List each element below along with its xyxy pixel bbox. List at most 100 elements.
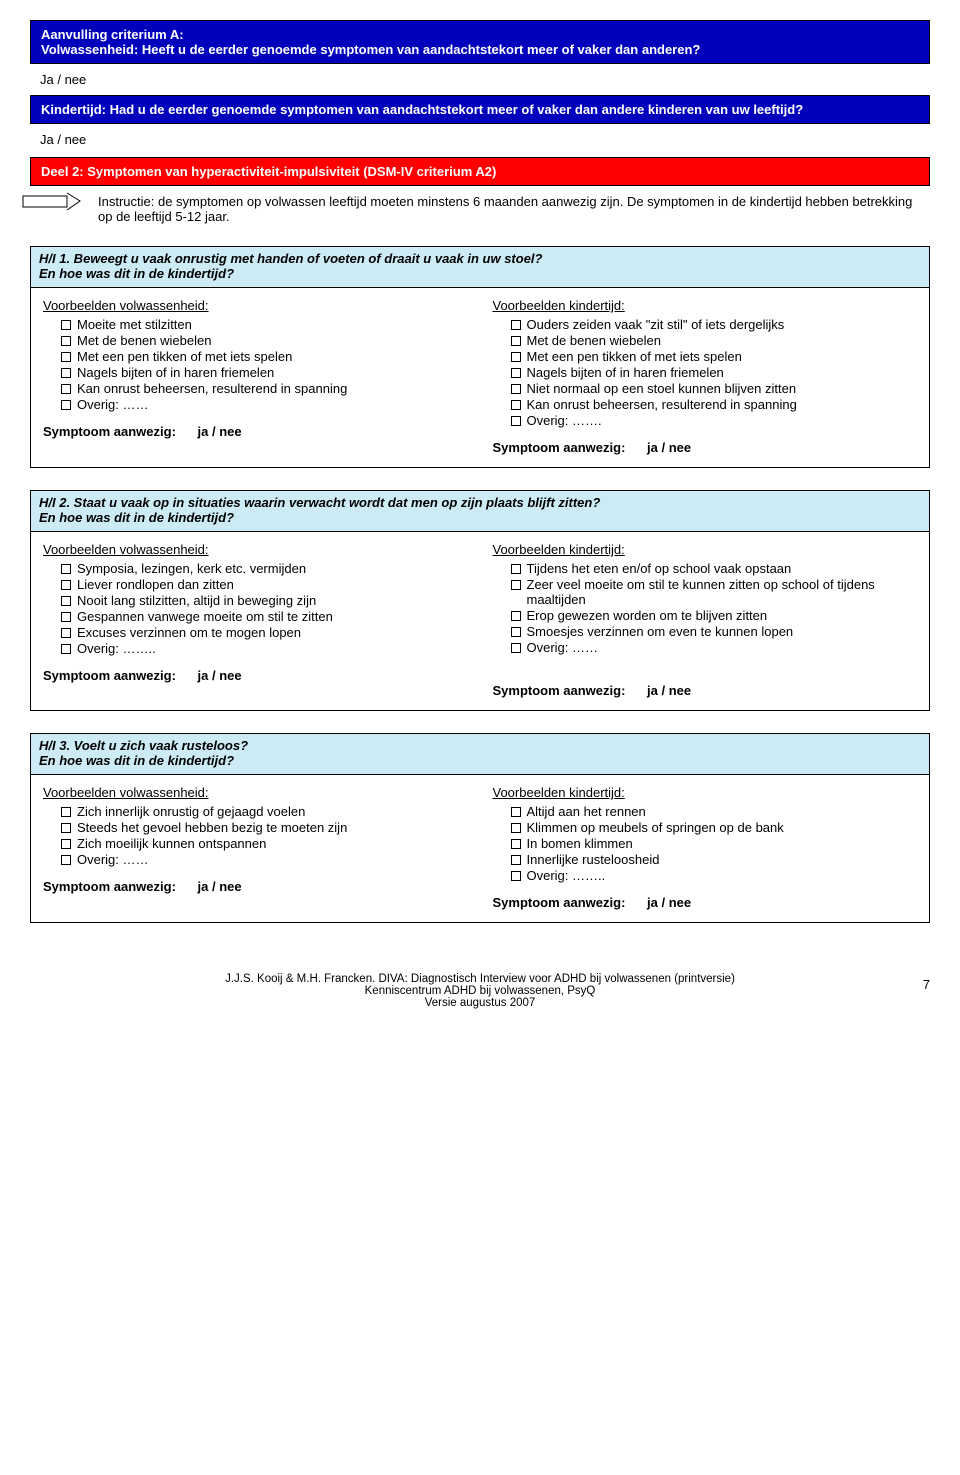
- list-item: Tijdens het eten en/of op school vaak op…: [493, 561, 918, 576]
- list-item-text: In bomen klimmen: [527, 836, 633, 851]
- checkbox-icon[interactable]: [511, 352, 521, 362]
- instruction-block: Instructie: de symptomen op volwassen le…: [30, 186, 930, 238]
- q3-right-title: Voorbeelden kindertijd:: [493, 785, 918, 800]
- checkbox-icon[interactable]: [511, 580, 521, 590]
- question-hi2: H/I 2. Staat u vaak op in situaties waar…: [30, 490, 930, 711]
- list-item-text: Kan onrust beheersen, resulterend in spa…: [527, 397, 797, 412]
- q1-right-symp-label: Symptoom aanwezig:: [493, 440, 626, 455]
- list-item-text: Smoesjes verzinnen om even te kunnen lop…: [527, 624, 794, 639]
- q3-left-col: Voorbeelden volwassenheid: Zich innerlij…: [31, 775, 481, 922]
- checkbox-icon[interactable]: [61, 336, 71, 346]
- list-item: Gespannen vanwege moeite om stil te zitt…: [43, 609, 468, 624]
- list-item-text: Erop gewezen worden om te blijven zitten: [527, 608, 768, 623]
- list-item-text: Overig: ……..: [77, 641, 156, 656]
- checkbox-icon[interactable]: [511, 839, 521, 849]
- question-hi3: H/I 3. Voelt u zich vaak rusteloos? En h…: [30, 733, 930, 923]
- checkbox-icon[interactable]: [61, 596, 71, 606]
- checkbox-icon[interactable]: [511, 336, 521, 346]
- checkbox-icon[interactable]: [61, 352, 71, 362]
- q1-line1: H/I 1. Beweegt u vaak onrustig met hande…: [39, 251, 921, 266]
- list-item: Met een pen tikken of met iets spelen: [43, 349, 468, 364]
- checkbox-icon[interactable]: [61, 400, 71, 410]
- question-hi1: H/I 1. Beweegt u vaak onrustig met hande…: [30, 246, 930, 468]
- checkbox-icon[interactable]: [61, 628, 71, 638]
- checkbox-icon[interactable]: [61, 368, 71, 378]
- list-item: Zich moeilijk kunnen ontspannen: [43, 836, 468, 851]
- list-item-text: Gespannen vanwege moeite om stil te zitt…: [77, 609, 333, 624]
- list-item-text: Kan onrust beheersen, resulterend in spa…: [77, 381, 347, 396]
- checkbox-icon[interactable]: [61, 839, 71, 849]
- footer-line3: Versie augustus 2007: [30, 997, 930, 1009]
- q1-left-symp-label: Symptoom aanwezig:: [43, 424, 176, 439]
- q2-right-list: Tijdens het eten en/of op school vaak op…: [493, 561, 918, 655]
- checkbox-icon[interactable]: [61, 580, 71, 590]
- checkbox-icon[interactable]: [61, 384, 71, 394]
- checkbox-icon[interactable]: [61, 855, 71, 865]
- checkbox-icon[interactable]: [61, 320, 71, 330]
- q1-left-symp-val: ja / nee: [198, 424, 242, 439]
- list-item: Excuses verzinnen om te mogen lopen: [43, 625, 468, 640]
- q2-left-symp-val: ja / nee: [198, 668, 242, 683]
- q2-line1: H/I 2. Staat u vaak op in situaties waar…: [39, 495, 921, 510]
- list-item-text: Altijd aan het rennen: [527, 804, 646, 819]
- kindertijd-box: Kindertijd: Had u de eerder genoemde sym…: [30, 95, 930, 124]
- q1-right-symp-val: ja / nee: [647, 440, 691, 455]
- q3-left-title: Voorbeelden volwassenheid:: [43, 785, 468, 800]
- footer-line1: J.J.S. Kooij & M.H. Francken. DIVA: Diag…: [30, 973, 930, 985]
- list-item-text: Tijdens het eten en/of op school vaak op…: [527, 561, 792, 576]
- checkbox-icon[interactable]: [511, 627, 521, 637]
- q3-left-symp-label: Symptoom aanwezig:: [43, 879, 176, 894]
- list-item: Nagels bijten of in haren friemelen: [493, 365, 918, 380]
- checkbox-icon[interactable]: [61, 807, 71, 817]
- list-item-text: Symposia, lezingen, kerk etc. vermijden: [77, 561, 306, 576]
- checkbox-icon[interactable]: [511, 807, 521, 817]
- checkbox-icon[interactable]: [61, 564, 71, 574]
- checkbox-icon[interactable]: [511, 384, 521, 394]
- page-footer: J.J.S. Kooij & M.H. Francken. DIVA: Diag…: [30, 973, 930, 1009]
- list-item-text: Met de benen wiebelen: [77, 333, 211, 348]
- checkbox-icon[interactable]: [511, 416, 521, 426]
- list-item: Met een pen tikken of met iets spelen: [493, 349, 918, 364]
- list-item: Niet normaal op een stoel kunnen blijven…: [493, 381, 918, 396]
- list-item: Smoesjes verzinnen om even te kunnen lop…: [493, 624, 918, 639]
- list-item-text: Innerlijke rusteloosheid: [527, 852, 660, 867]
- arrow-icon: [22, 191, 84, 213]
- q2-line2: En hoe was dit in de kindertijd?: [39, 510, 921, 525]
- list-item: In bomen klimmen: [493, 836, 918, 851]
- list-item-text: Overig: ……..: [527, 868, 606, 883]
- list-item: Ouders zeiden vaak "zit stil" of iets de…: [493, 317, 918, 332]
- list-item: Nooit lang stilzitten, altijd in bewegin…: [43, 593, 468, 608]
- checkbox-icon[interactable]: [511, 320, 521, 330]
- checkbox-icon[interactable]: [511, 823, 521, 833]
- ja-nee-1: Ja / nee: [30, 68, 930, 95]
- list-item: Symposia, lezingen, kerk etc. vermijden: [43, 561, 468, 576]
- q1-right-title: Voorbeelden kindertijd:: [493, 298, 918, 313]
- question-hi2-header: H/I 2. Staat u vaak op in situaties waar…: [31, 491, 929, 532]
- list-item: Overig: …….: [493, 413, 918, 428]
- list-item: Altijd aan het rennen: [493, 804, 918, 819]
- list-item: Met de benen wiebelen: [43, 333, 468, 348]
- checkbox-icon[interactable]: [511, 871, 521, 881]
- crit-a-line1: Aanvulling criterium A:: [41, 27, 919, 42]
- checkbox-icon[interactable]: [61, 644, 71, 654]
- list-item-text: Overig: ……: [77, 397, 149, 412]
- checkbox-icon[interactable]: [61, 823, 71, 833]
- checkbox-icon[interactable]: [511, 564, 521, 574]
- checkbox-icon[interactable]: [511, 643, 521, 653]
- checkbox-icon[interactable]: [511, 611, 521, 621]
- q3-left-symp-val: ja / nee: [198, 879, 242, 894]
- list-item-text: Met een pen tikken of met iets spelen: [527, 349, 742, 364]
- checkbox-icon[interactable]: [511, 400, 521, 410]
- list-item: Klimmen op meubels of springen op de ban…: [493, 820, 918, 835]
- q2-left-col: Voorbeelden volwassenheid: Symposia, lez…: [31, 532, 481, 710]
- list-item-text: Excuses verzinnen om te mogen lopen: [77, 625, 301, 640]
- q2-left-title: Voorbeelden volwassenheid:: [43, 542, 468, 557]
- list-item-text: Ouders zeiden vaak "zit stil" of iets de…: [527, 317, 785, 332]
- q1-line2: En hoe was dit in de kindertijd?: [39, 266, 921, 281]
- checkbox-icon[interactable]: [511, 855, 521, 865]
- list-item: Overig: ……..: [43, 641, 468, 656]
- checkbox-icon[interactable]: [511, 368, 521, 378]
- list-item-text: Met een pen tikken of met iets spelen: [77, 349, 292, 364]
- checkbox-icon[interactable]: [61, 612, 71, 622]
- q3-right-list: Altijd aan het rennenKlimmen op meubels …: [493, 804, 918, 883]
